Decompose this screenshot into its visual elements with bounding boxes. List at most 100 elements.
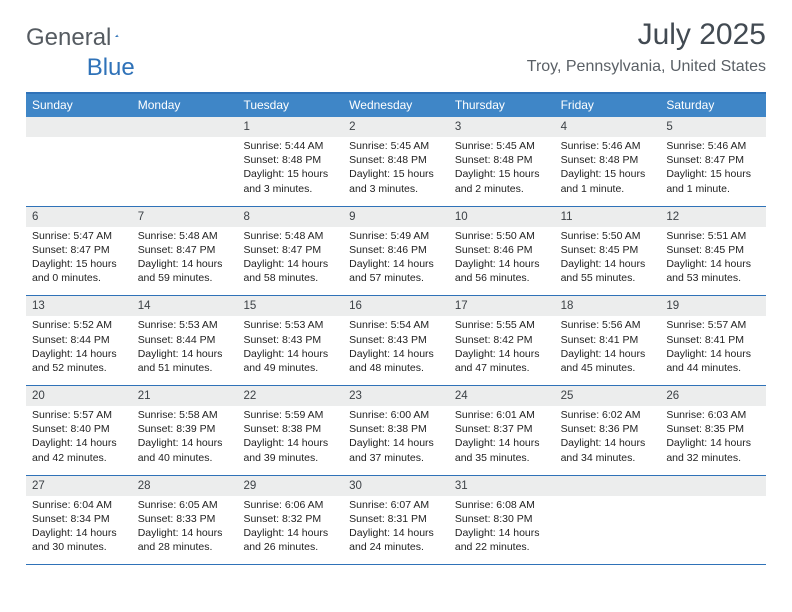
day-cell: 5Sunrise: 5:46 AMSunset: 8:47 PMDaylight…	[660, 117, 766, 206]
daylight-text: and 53 minutes.	[666, 271, 760, 285]
sunrise-text: Sunrise: 6:00 AM	[349, 408, 443, 422]
daylight-text: and 52 minutes.	[32, 361, 126, 375]
sunrise-text: Sunrise: 5:48 AM	[138, 229, 232, 243]
daylight-text: and 51 minutes.	[138, 361, 232, 375]
day-number: 6	[26, 207, 132, 227]
sunset-text: Sunset: 8:47 PM	[666, 153, 760, 167]
daylight-text: Daylight: 14 hours	[349, 436, 443, 450]
daylight-text: and 32 minutes.	[666, 451, 760, 465]
sunset-text: Sunset: 8:38 PM	[349, 422, 443, 436]
day-body: Sunrise: 5:56 AMSunset: 8:41 PMDaylight:…	[555, 316, 661, 385]
sunset-text: Sunset: 8:45 PM	[561, 243, 655, 257]
sunrise-text: Sunrise: 5:47 AM	[32, 229, 126, 243]
day-cell: 30Sunrise: 6:07 AMSunset: 8:31 PMDayligh…	[343, 476, 449, 565]
day-number: 11	[555, 207, 661, 227]
sunrise-text: Sunrise: 6:08 AM	[455, 498, 549, 512]
day-cell: 18Sunrise: 5:56 AMSunset: 8:41 PMDayligh…	[555, 296, 661, 385]
day-number: 15	[237, 296, 343, 316]
day-body: Sunrise: 6:04 AMSunset: 8:34 PMDaylight:…	[26, 496, 132, 565]
day-number: 4	[555, 117, 661, 137]
daylight-text: Daylight: 15 hours	[349, 167, 443, 181]
daylight-text: Daylight: 14 hours	[349, 347, 443, 361]
day-body: Sunrise: 5:50 AMSunset: 8:45 PMDaylight:…	[555, 227, 661, 296]
day-number: 5	[660, 117, 766, 137]
sunrise-text: Sunrise: 5:50 AM	[561, 229, 655, 243]
week-row: 1Sunrise: 5:44 AMSunset: 8:48 PMDaylight…	[26, 117, 766, 207]
dow-thursday: Thursday	[449, 94, 555, 117]
dow-monday: Monday	[132, 94, 238, 117]
daylight-text: Daylight: 14 hours	[138, 526, 232, 540]
daylight-text: and 56 minutes.	[455, 271, 549, 285]
daylight-text: and 3 minutes.	[243, 182, 337, 196]
day-body: Sunrise: 5:45 AMSunset: 8:48 PMDaylight:…	[343, 137, 449, 206]
sunset-text: Sunset: 8:47 PM	[138, 243, 232, 257]
sunrise-text: Sunrise: 5:44 AM	[243, 139, 337, 153]
day-cell: 16Sunrise: 5:54 AMSunset: 8:43 PMDayligh…	[343, 296, 449, 385]
daylight-text: Daylight: 14 hours	[455, 257, 549, 271]
daylight-text: Daylight: 14 hours	[561, 436, 655, 450]
daylight-text: and 24 minutes.	[349, 540, 443, 554]
sunrise-text: Sunrise: 5:46 AM	[666, 139, 760, 153]
sunrise-text: Sunrise: 5:45 AM	[349, 139, 443, 153]
sunset-text: Sunset: 8:43 PM	[243, 333, 337, 347]
daylight-text: and 28 minutes.	[138, 540, 232, 554]
week-row: 6Sunrise: 5:47 AMSunset: 8:47 PMDaylight…	[26, 207, 766, 297]
day-cell: 7Sunrise: 5:48 AMSunset: 8:47 PMDaylight…	[132, 207, 238, 296]
day-number: 20	[26, 386, 132, 406]
sunset-text: Sunset: 8:47 PM	[32, 243, 126, 257]
day-cell	[132, 117, 238, 206]
daylight-text: and 49 minutes.	[243, 361, 337, 375]
sunrise-text: Sunrise: 5:52 AM	[32, 318, 126, 332]
day-body: Sunrise: 6:00 AMSunset: 8:38 PMDaylight:…	[343, 406, 449, 475]
sunset-text: Sunset: 8:48 PM	[349, 153, 443, 167]
day-body: Sunrise: 5:51 AMSunset: 8:45 PMDaylight:…	[660, 227, 766, 296]
sunset-text: Sunset: 8:46 PM	[349, 243, 443, 257]
daylight-text: and 37 minutes.	[349, 451, 443, 465]
sunrise-text: Sunrise: 6:03 AM	[666, 408, 760, 422]
day-number	[132, 117, 238, 137]
daylight-text: Daylight: 14 hours	[561, 257, 655, 271]
day-number: 22	[237, 386, 343, 406]
sunrise-text: Sunrise: 5:54 AM	[349, 318, 443, 332]
daylight-text: and 26 minutes.	[243, 540, 337, 554]
daylight-text: and 3 minutes.	[349, 182, 443, 196]
daylight-text: and 55 minutes.	[561, 271, 655, 285]
sunset-text: Sunset: 8:48 PM	[561, 153, 655, 167]
daylight-text: Daylight: 15 hours	[666, 167, 760, 181]
day-body: Sunrise: 5:54 AMSunset: 8:43 PMDaylight:…	[343, 316, 449, 385]
week-row: 20Sunrise: 5:57 AMSunset: 8:40 PMDayligh…	[26, 386, 766, 476]
daylight-text: and 42 minutes.	[32, 451, 126, 465]
day-cell: 4Sunrise: 5:46 AMSunset: 8:48 PMDaylight…	[555, 117, 661, 206]
day-number: 18	[555, 296, 661, 316]
sunrise-text: Sunrise: 5:51 AM	[666, 229, 760, 243]
page: General July 2025 Troy, Pennsylvania, Un…	[0, 0, 792, 565]
day-number: 10	[449, 207, 555, 227]
day-cell	[26, 117, 132, 206]
daylight-text: Daylight: 14 hours	[32, 526, 126, 540]
day-cell: 14Sunrise: 5:53 AMSunset: 8:44 PMDayligh…	[132, 296, 238, 385]
sunrise-text: Sunrise: 5:56 AM	[561, 318, 655, 332]
sunset-text: Sunset: 8:47 PM	[243, 243, 337, 257]
logo-text-blue: Blue	[87, 54, 135, 82]
day-cell: 2Sunrise: 5:45 AMSunset: 8:48 PMDaylight…	[343, 117, 449, 206]
day-number: 12	[660, 207, 766, 227]
day-number: 17	[449, 296, 555, 316]
day-body: Sunrise: 5:46 AMSunset: 8:47 PMDaylight:…	[660, 137, 766, 206]
daylight-text: Daylight: 14 hours	[455, 436, 549, 450]
day-number	[660, 476, 766, 496]
daylight-text: Daylight: 14 hours	[243, 347, 337, 361]
day-body: Sunrise: 5:45 AMSunset: 8:48 PMDaylight:…	[449, 137, 555, 206]
day-body: Sunrise: 6:06 AMSunset: 8:32 PMDaylight:…	[237, 496, 343, 565]
day-body: Sunrise: 5:55 AMSunset: 8:42 PMDaylight:…	[449, 316, 555, 385]
sunset-text: Sunset: 8:42 PM	[455, 333, 549, 347]
day-number: 21	[132, 386, 238, 406]
day-cell: 10Sunrise: 5:50 AMSunset: 8:46 PMDayligh…	[449, 207, 555, 296]
dow-saturday: Saturday	[660, 94, 766, 117]
day-body: Sunrise: 5:59 AMSunset: 8:38 PMDaylight:…	[237, 406, 343, 475]
daylight-text: and 47 minutes.	[455, 361, 549, 375]
daylight-text: Daylight: 14 hours	[666, 347, 760, 361]
day-number: 19	[660, 296, 766, 316]
day-number: 27	[26, 476, 132, 496]
daylight-text: and 57 minutes.	[349, 271, 443, 285]
day-body: Sunrise: 5:49 AMSunset: 8:46 PMDaylight:…	[343, 227, 449, 296]
